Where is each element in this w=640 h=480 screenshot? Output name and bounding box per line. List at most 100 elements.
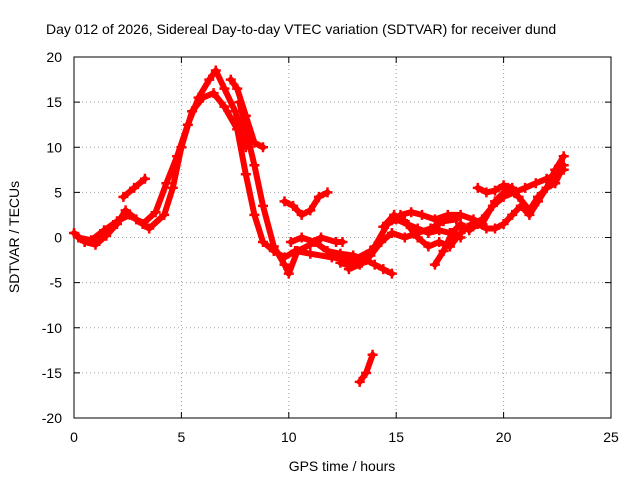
data-point <box>481 187 492 198</box>
data-point <box>124 209 135 220</box>
data-point <box>182 119 193 130</box>
data-point <box>258 142 268 153</box>
series-line <box>287 234 395 277</box>
data-point <box>367 349 378 360</box>
data-point <box>455 228 466 238</box>
data-point <box>258 200 268 211</box>
y-tick-label: 15 <box>46 94 62 110</box>
y-tick-label: -5 <box>50 275 63 291</box>
series-sat-n <box>343 214 462 275</box>
data-point <box>309 237 320 247</box>
data-point <box>99 225 110 236</box>
data-point <box>386 268 397 279</box>
x-tick-label: 20 <box>496 429 512 445</box>
data-point <box>137 219 148 229</box>
data-series <box>69 65 569 387</box>
data-point <box>365 250 376 261</box>
y-tick-label: -15 <box>42 365 62 381</box>
data-point <box>399 232 410 243</box>
x-axis-label: GPS time / hours <box>289 458 396 474</box>
data-point <box>268 241 279 252</box>
data-point <box>161 178 172 189</box>
data-point <box>240 124 251 135</box>
y-axis-label: SDTVAR / TECUs <box>6 181 22 293</box>
data-point <box>144 223 155 234</box>
data-point <box>343 264 354 275</box>
data-point <box>208 88 219 99</box>
x-tick-label: 15 <box>388 429 404 445</box>
data-point <box>369 259 380 270</box>
y-tick-label: 5 <box>54 184 62 200</box>
data-point <box>337 237 348 247</box>
data-point <box>490 223 500 234</box>
data-point <box>172 151 183 162</box>
data-point <box>361 367 372 378</box>
data-point <box>507 209 518 220</box>
data-point <box>354 259 365 270</box>
data-point <box>412 228 423 238</box>
data-point <box>490 185 500 196</box>
data-point <box>219 101 230 112</box>
data-point <box>322 187 333 198</box>
data-point <box>447 228 457 238</box>
series-sat-l <box>354 349 378 387</box>
data-point <box>376 237 387 247</box>
series-line <box>431 162 567 268</box>
data-point <box>406 207 417 218</box>
data-point <box>533 196 543 207</box>
data-point <box>490 196 500 207</box>
data-point <box>118 191 129 202</box>
series-line <box>71 90 374 264</box>
data-point <box>417 209 427 220</box>
data-point <box>159 209 170 220</box>
data-point <box>399 216 410 227</box>
series-sat-e <box>234 97 348 279</box>
data-point <box>249 160 260 171</box>
data-point <box>249 209 260 220</box>
y-tick-label: -20 <box>42 410 62 426</box>
data-point <box>558 151 569 162</box>
y-tick-label: -10 <box>42 320 62 336</box>
data-point <box>129 182 140 193</box>
series-sat-c <box>118 173 150 202</box>
data-point <box>434 237 445 247</box>
data-point <box>395 209 406 220</box>
data-point <box>292 246 303 256</box>
data-point <box>296 209 307 220</box>
data-point <box>232 83 243 94</box>
data-point <box>354 376 365 387</box>
data-point <box>481 223 492 234</box>
data-point <box>279 259 290 270</box>
data-point <box>524 209 535 220</box>
data-point <box>378 264 389 275</box>
data-point <box>230 106 241 117</box>
data-point <box>296 232 307 243</box>
data-point <box>73 232 84 243</box>
data-point <box>112 216 122 227</box>
data-point <box>139 173 150 184</box>
axis-ticks: 0 5 10 15 20 25 -20 -15 -10 -5 0 5 10 15 20 <box>42 49 619 445</box>
series-line <box>345 216 460 273</box>
data-point <box>279 196 290 207</box>
data-point <box>150 207 161 218</box>
data-point <box>283 268 294 279</box>
data-point <box>515 200 526 211</box>
data-point <box>335 257 346 268</box>
data-point <box>219 83 230 94</box>
data-point <box>550 178 561 189</box>
data-point <box>305 205 316 216</box>
data-point <box>193 92 204 103</box>
data-point <box>322 246 333 256</box>
x-tick-label: 5 <box>178 429 186 445</box>
data-point <box>288 200 299 211</box>
y-tick-label: 10 <box>46 139 62 155</box>
data-point <box>167 182 178 193</box>
chart-title: Day 012 of 2026, Sidereal Day-to-day VTE… <box>46 21 556 37</box>
series-sat-f <box>279 187 333 220</box>
x-tick-label: 10 <box>281 429 297 445</box>
data-point <box>423 241 434 252</box>
data-point <box>204 74 215 85</box>
data-point <box>335 248 346 259</box>
data-point <box>541 182 552 193</box>
